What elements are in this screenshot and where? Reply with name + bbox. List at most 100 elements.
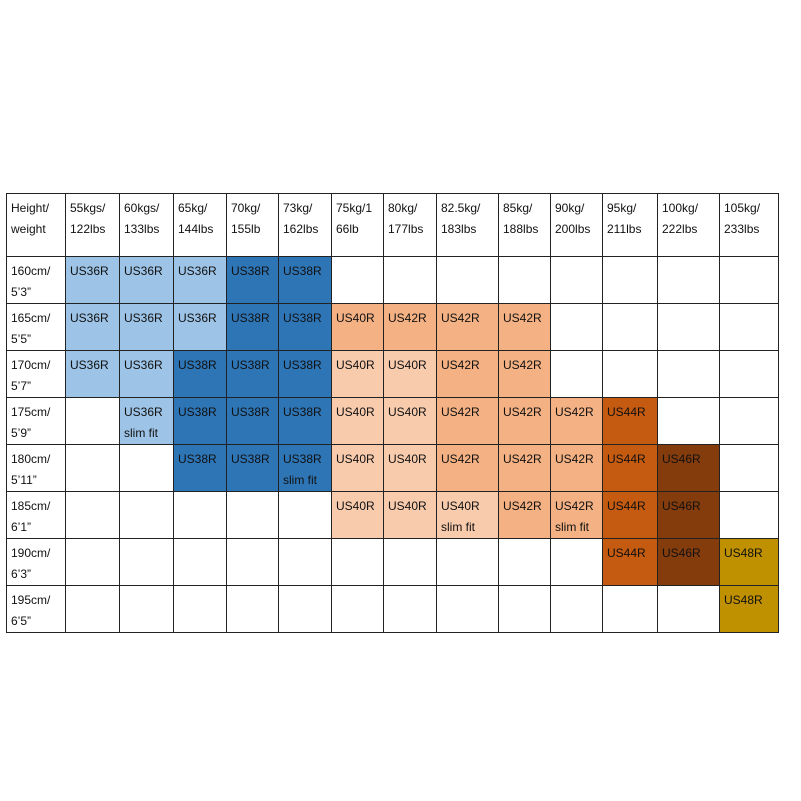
header-row: Height/ weight 55kgs/ 122lbs 60kgs/ 133lbs… xyxy=(6,193,779,257)
size-cell xyxy=(602,585,658,633)
size-cell: US40R slim fit xyxy=(436,491,499,539)
size-cell xyxy=(436,256,499,304)
table-row: 185cm/ 6’1” US40R US40R US40R slim fit US42R… xyxy=(6,491,779,539)
size-cell: US38R xyxy=(226,256,279,304)
weight-header: 95kg/ 211lbs xyxy=(602,193,658,257)
size-cell xyxy=(65,491,120,539)
weight-header: 105kg/ 233lbs xyxy=(719,193,779,257)
size-cell: US42R slim fit xyxy=(550,491,603,539)
size-cell xyxy=(498,538,551,586)
size-cell xyxy=(119,491,174,539)
size-cell xyxy=(226,538,279,586)
table-row: 160cm/ 5’3” US36R US36R US36R US38R US38R xyxy=(6,256,779,304)
size-cell: US38R xyxy=(278,350,332,398)
size-cell: US36R xyxy=(119,303,174,351)
size-cell xyxy=(436,538,499,586)
table-row: 165cm/ 5’5” US36R US36R US36R US38R US38R US40… xyxy=(6,303,779,351)
height-label: 195cm/ 6’5” xyxy=(6,585,66,633)
size-cell xyxy=(602,303,658,351)
size-cell xyxy=(657,303,720,351)
size-cell: US38R xyxy=(173,444,227,492)
size-cell: US40R xyxy=(383,491,437,539)
size-cell: US42R xyxy=(436,303,499,351)
size-cell: US46R xyxy=(657,444,720,492)
size-cell: US38R slim fit xyxy=(278,444,332,492)
weight-header: 82.5kg/ 183lbs xyxy=(436,193,499,257)
height-label: 175cm/ 5’9” xyxy=(6,397,66,445)
size-cell xyxy=(383,538,437,586)
size-cell xyxy=(550,350,603,398)
size-cell: US36R xyxy=(65,350,120,398)
size-cell xyxy=(226,585,279,633)
height-label: 165cm/ 5’5” xyxy=(6,303,66,351)
size-cell xyxy=(550,538,603,586)
size-cell: US44R xyxy=(602,397,658,445)
size-cell xyxy=(498,256,551,304)
height-label: 190cm/ 6’3” xyxy=(6,538,66,586)
size-cell: US42R xyxy=(383,303,437,351)
size-cell xyxy=(331,538,384,586)
size-cell xyxy=(383,585,437,633)
size-cell xyxy=(65,444,120,492)
size-cell xyxy=(602,350,658,398)
size-cell: US36R xyxy=(65,303,120,351)
size-cell xyxy=(550,256,603,304)
size-cell: US38R xyxy=(278,397,332,445)
size-cell: US42R xyxy=(498,397,551,445)
size-cell: US42R xyxy=(436,444,499,492)
size-cell xyxy=(436,585,499,633)
size-cell xyxy=(173,538,227,586)
size-cell xyxy=(278,538,332,586)
size-cell: US42R xyxy=(498,350,551,398)
weight-header: 73kg/ 162lbs xyxy=(278,193,332,257)
size-cell xyxy=(550,303,603,351)
size-cell xyxy=(331,585,384,633)
size-cell: US40R xyxy=(383,350,437,398)
size-cell xyxy=(657,397,720,445)
size-cell: US36R xyxy=(173,256,227,304)
size-cell: US42R xyxy=(498,444,551,492)
size-cell: US38R xyxy=(278,256,332,304)
size-cell: US40R xyxy=(331,397,384,445)
size-cell: US36R xyxy=(65,256,120,304)
size-cell: US48R xyxy=(719,538,779,586)
height-label: 185cm/ 6’1” xyxy=(6,491,66,539)
size-cell: US44R xyxy=(602,538,658,586)
height-label: 160cm/ 5’3” xyxy=(6,256,66,304)
size-cell: US42R xyxy=(498,303,551,351)
table-row: 180cm/ 5’11” US38R US38R US38R slim fit US40… xyxy=(6,444,779,492)
size-cell: US38R xyxy=(173,397,227,445)
size-cell: US42R xyxy=(498,491,551,539)
weight-header: 85kg/ 188lbs xyxy=(498,193,551,257)
size-cell xyxy=(719,350,779,398)
size-cell xyxy=(119,585,174,633)
size-cell xyxy=(173,585,227,633)
size-cell xyxy=(719,444,779,492)
size-cell xyxy=(498,585,551,633)
weight-header: 55kgs/ 122lbs xyxy=(65,193,120,257)
weight-header: 65kg/ 144lbs xyxy=(173,193,227,257)
table-row: 190cm/ 6’3” US44R US46R US48R xyxy=(6,538,779,586)
size-cell xyxy=(173,491,227,539)
size-cell: US36R xyxy=(119,350,174,398)
size-cell xyxy=(719,491,779,539)
size-cell: US38R xyxy=(226,350,279,398)
weight-header: 70kg/ 155lb xyxy=(226,193,279,257)
size-cell: US40R xyxy=(331,303,384,351)
size-cell: US40R xyxy=(331,444,384,492)
height-label: 170cm/ 5’7” xyxy=(6,350,66,398)
size-cell: US40R xyxy=(383,397,437,445)
size-cell: US38R xyxy=(278,303,332,351)
corner-header: Height/ weight xyxy=(6,193,66,257)
size-cell: US36R xyxy=(173,303,227,351)
size-cell xyxy=(657,350,720,398)
size-chart-table: Height/ weight 55kgs/ 122lbs 60kgs/ 133lbs… xyxy=(6,193,779,633)
size-cell: US38R xyxy=(173,350,227,398)
size-cell: US42R xyxy=(550,444,603,492)
size-cell xyxy=(119,444,174,492)
table-row: 170cm/ 5’7” US36R US36R US38R US38R US38R US40… xyxy=(6,350,779,398)
size-cell: US38R xyxy=(226,397,279,445)
table-row: 195cm/ 6’5” US48R xyxy=(6,585,779,633)
size-cell: US44R xyxy=(602,444,658,492)
weight-header: 80kg/ 177lbs xyxy=(383,193,437,257)
